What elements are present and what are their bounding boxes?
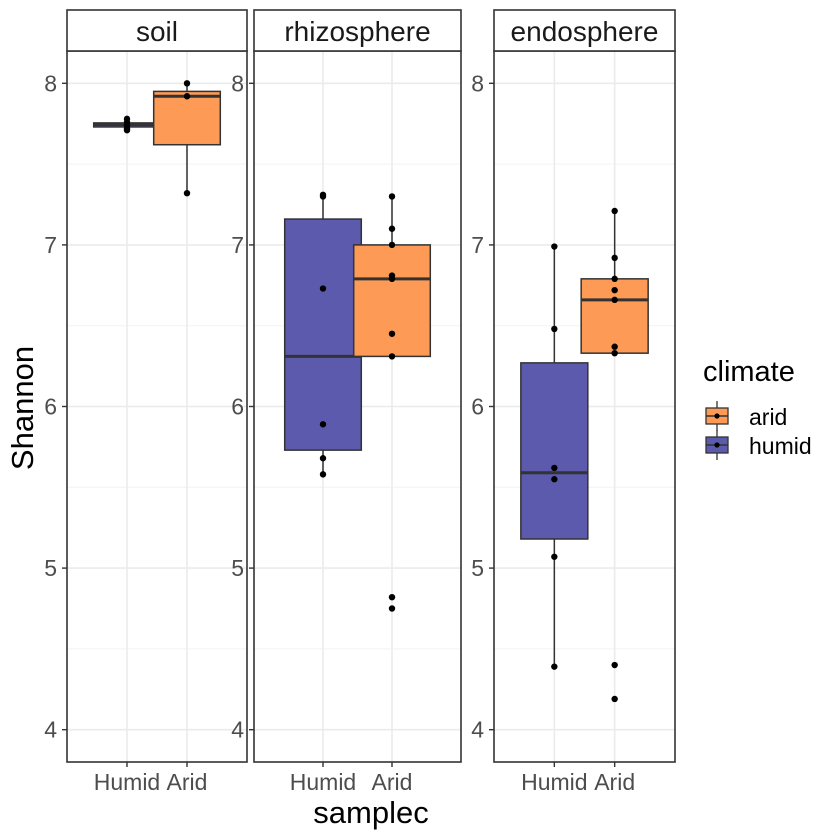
legend-label: arid: [749, 404, 787, 430]
data-point: [611, 207, 618, 215]
legend-item-humid: humid: [705, 430, 812, 460]
strip-label: endosphere: [511, 16, 659, 47]
box-humid: [92, 115, 162, 134]
y-tick-label: 5: [231, 555, 244, 581]
legend-key-point: [714, 442, 720, 448]
data-point: [551, 464, 558, 472]
legend-title: climate: [703, 356, 795, 388]
y-tick-label: 4: [44, 717, 57, 743]
panel-rhizosphere: rhizosphere 4 5 6 7 8 Humid Arid: [231, 9, 462, 795]
x-tick-label: Humid: [94, 769, 160, 795]
data-point: [319, 191, 327, 199]
data-point: [388, 193, 396, 200]
data-point: [183, 93, 191, 100]
data-point: [611, 286, 618, 294]
data-point: [551, 325, 558, 333]
legend-items: arid humid: [705, 401, 812, 460]
legend-key-point: [714, 413, 720, 419]
data-point: [611, 343, 618, 350]
data-point: [388, 272, 396, 279]
data-point: [551, 553, 558, 560]
y-tick-label: 7: [471, 232, 484, 258]
data-point: [611, 254, 618, 262]
x-tick-label: Arid: [594, 769, 635, 795]
strip-background: [493, 9, 676, 52]
panel-soil: soil 4 5 6 7 8 Humid Arid: [44, 9, 248, 795]
data-point: [319, 455, 327, 462]
data-point: [611, 296, 618, 304]
y-tick-label: 6: [471, 394, 484, 420]
box-humid: [520, 243, 589, 670]
box-body: [352, 244, 432, 358]
legend-item-arid: arid: [705, 401, 787, 431]
y-tick-label: 4: [471, 717, 484, 743]
data-point: [388, 241, 396, 249]
y-tick-label: 6: [44, 394, 57, 420]
strip-background: [66, 9, 248, 52]
y-tick-label: 7: [44, 232, 57, 258]
y-tick-label: 7: [231, 232, 244, 258]
y-tick-label: 5: [471, 555, 484, 581]
x-axis-title: samplec: [313, 795, 428, 830]
box-body: [152, 90, 222, 146]
panel-endosphere: endosphere 4 5 6 7 8 Humid Arid: [471, 9, 676, 795]
data-point: [551, 476, 558, 483]
box-body: [520, 362, 589, 540]
y-tick-label: 4: [231, 717, 244, 743]
x-tick-label: Arid: [372, 769, 413, 795]
data-point: [611, 661, 618, 669]
legend: climate arid humid: [703, 356, 812, 460]
data-point: [183, 80, 191, 87]
x-tick-label: Humid: [521, 769, 587, 795]
data-point: [388, 225, 396, 232]
data-point: [611, 349, 618, 357]
data-point: [319, 421, 327, 428]
box-arid: [352, 193, 432, 612]
box-body: [283, 218, 363, 451]
box-humid: [283, 191, 363, 478]
strip-label: soil: [136, 16, 178, 47]
data-point: [388, 353, 396, 360]
data-point: [551, 243, 558, 250]
data-point: [319, 471, 327, 478]
data-point: [551, 663, 558, 670]
y-tick-label: 8: [471, 70, 484, 96]
x-tick-label: Humid: [290, 769, 356, 795]
data-point: [123, 115, 131, 123]
data-point: [388, 330, 396, 337]
data-point: [183, 190, 191, 197]
box-arid: [152, 80, 222, 197]
data-point: [388, 605, 396, 612]
y-tick-label: 8: [44, 70, 57, 96]
data-point: [319, 285, 327, 292]
facet-panels: soil 4 5 6 7 8 Humid Arid rhizosphere 4 5 6 7 8 Humid A…: [44, 9, 676, 795]
strip-background: [253, 9, 462, 52]
y-tick-label: 5: [44, 555, 57, 581]
x-tick-label: Arid: [167, 769, 208, 795]
y-tick-label: 6: [231, 394, 244, 420]
y-axis-title: Shannon: [5, 346, 40, 470]
strip-label: rhizosphere: [284, 16, 430, 47]
data-point: [611, 275, 618, 283]
data-point: [388, 593, 396, 601]
legend-label: humid: [749, 433, 812, 459]
y-tick-label: 8: [231, 70, 244, 96]
box-arid: [580, 207, 649, 703]
data-point: [611, 695, 618, 703]
